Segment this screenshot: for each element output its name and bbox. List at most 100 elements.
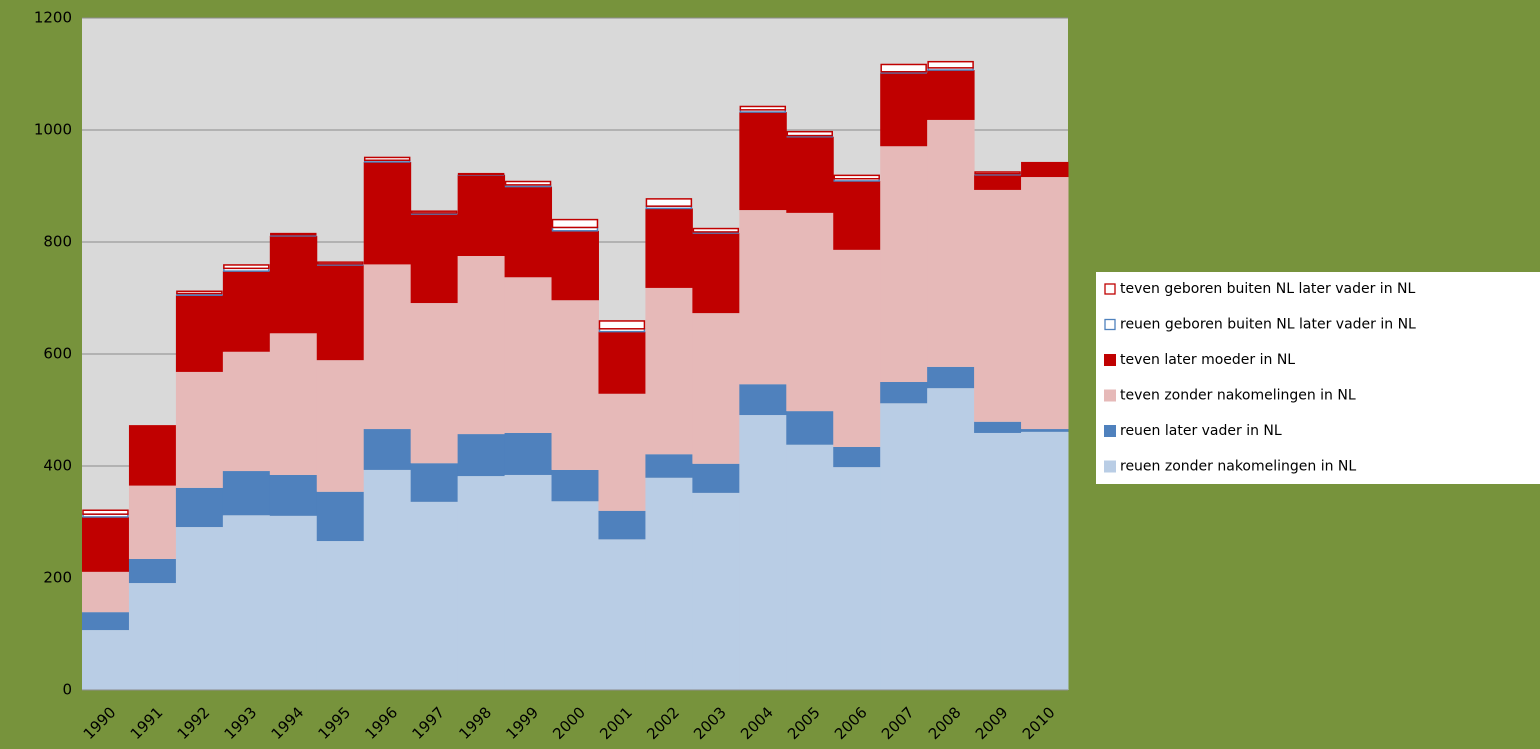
bar-segment xyxy=(974,432,1022,690)
legend-label: teven zonder nakomelingen in NL xyxy=(1120,388,1356,404)
bar-segment xyxy=(504,180,552,186)
bar-segment xyxy=(739,415,787,690)
bar-segment xyxy=(692,313,740,464)
bar-segment xyxy=(739,112,787,211)
bar-segment xyxy=(82,612,130,631)
bar-segment xyxy=(645,287,693,455)
bar-segment xyxy=(128,485,177,559)
bar-segment xyxy=(598,539,646,690)
bar-segment xyxy=(645,477,693,690)
bar-segment xyxy=(739,210,787,385)
bar-segment xyxy=(504,277,553,433)
bar-segment xyxy=(316,264,365,361)
bar-segment xyxy=(269,515,318,690)
bar-segment xyxy=(786,444,834,690)
bar-segment xyxy=(880,63,927,73)
bar-segment xyxy=(128,558,177,584)
legend-swatch xyxy=(1104,425,1116,437)
bar-segment xyxy=(504,432,553,475)
legend-label: reuen zonder nakomelingen in NL xyxy=(1120,459,1356,475)
bar-segment xyxy=(974,189,1022,422)
legend-swatch xyxy=(1104,389,1116,402)
bar-segment xyxy=(598,320,646,330)
bar-segment xyxy=(270,232,317,236)
bar-segment xyxy=(1021,429,1069,432)
bar-segment xyxy=(457,174,506,256)
bar-segment xyxy=(551,218,599,229)
bar-segment xyxy=(410,210,458,214)
y-tick-label: 200 xyxy=(43,569,72,587)
bar-segment xyxy=(269,474,318,516)
legend-label: teven later moeder in NL xyxy=(1120,352,1295,368)
bar-segment xyxy=(833,446,881,468)
bar-segment xyxy=(974,421,1022,433)
legend-box xyxy=(1096,272,1540,484)
bar-segment xyxy=(269,235,318,334)
bar-segment xyxy=(786,411,834,445)
bar-segment xyxy=(551,230,599,301)
y-tick-label: 400 xyxy=(43,457,72,475)
y-tick-label: 800 xyxy=(43,233,72,251)
bar-segment xyxy=(223,264,270,270)
y-tick-label: 600 xyxy=(43,345,72,363)
bar-segment xyxy=(222,471,271,516)
bar-segment xyxy=(1021,161,1069,178)
bar-segment xyxy=(363,161,412,265)
bar-segment xyxy=(974,171,1021,175)
bar-segment xyxy=(128,583,177,690)
bar-segment xyxy=(222,515,271,690)
bar-segment xyxy=(504,186,553,278)
bar-segment xyxy=(927,388,975,690)
bar-segment xyxy=(833,180,881,250)
bar-segment xyxy=(316,541,365,690)
bar-segment xyxy=(1021,431,1069,690)
bar-segment xyxy=(269,333,318,475)
legend-swatch xyxy=(1104,354,1116,366)
bar-segment xyxy=(316,491,365,542)
bar-segment xyxy=(692,463,740,493)
bar-segment xyxy=(410,303,459,464)
legend-label: teven geboren buiten NL later vader in N… xyxy=(1120,281,1415,297)
legend-label: reuen later vader in NL xyxy=(1120,423,1282,439)
bar-segment xyxy=(222,351,271,472)
bar-segment xyxy=(645,208,693,288)
bar-segment xyxy=(363,264,412,430)
bar-segment xyxy=(175,371,224,488)
bar-segment xyxy=(457,172,505,175)
y-tick-label: 0 xyxy=(62,681,72,699)
bar-segment xyxy=(457,476,506,690)
y-tick-label: 1000 xyxy=(34,121,72,139)
bar-segment xyxy=(410,501,459,690)
bar-segment xyxy=(739,105,787,111)
legend-label: reuen geboren buiten NL later vader in N… xyxy=(1120,317,1416,333)
bar-segment xyxy=(363,156,411,161)
bar-segment xyxy=(551,300,599,470)
bar-segment xyxy=(128,425,177,486)
bar-segment xyxy=(363,469,412,690)
bar-segment xyxy=(82,571,130,613)
bar-segment xyxy=(692,233,740,314)
bar-segment xyxy=(880,403,928,690)
bar-segment xyxy=(504,474,553,690)
bar-segment xyxy=(927,60,974,69)
bar-segment xyxy=(786,212,834,412)
bar-segment xyxy=(551,469,599,502)
bar-segment xyxy=(692,227,740,233)
bar-segment xyxy=(598,393,646,511)
bar-segment xyxy=(1021,177,1069,430)
bar-segment xyxy=(82,509,129,515)
bar-segment xyxy=(833,467,881,690)
bar-segment xyxy=(410,214,459,304)
bar-segment xyxy=(551,501,599,690)
bar-segment xyxy=(786,130,833,137)
bar-segment xyxy=(176,290,223,295)
bar-segment xyxy=(82,516,130,572)
bar-segment xyxy=(363,429,412,470)
bar-segment xyxy=(927,70,975,120)
bar-segment xyxy=(82,630,130,690)
bar-segment xyxy=(927,119,975,367)
bar-segment xyxy=(880,72,928,147)
bar-segment xyxy=(175,527,224,690)
bar-segment xyxy=(457,256,506,435)
bar-segment xyxy=(457,434,506,477)
